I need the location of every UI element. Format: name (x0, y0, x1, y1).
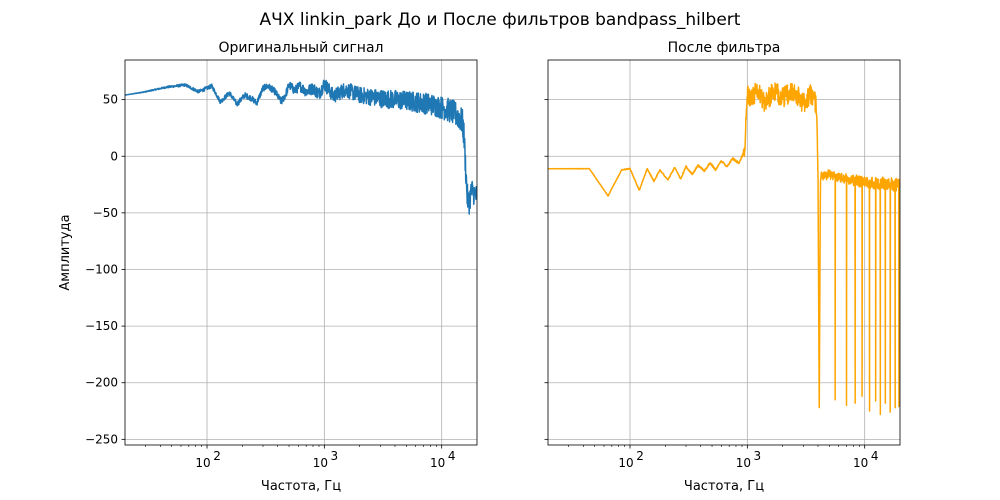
y-tick-label: −50 (93, 206, 118, 220)
x-axis-label: Частота, Гц (261, 479, 341, 494)
y-tick-label: −150 (85, 319, 118, 333)
y-tick-label: 50 (103, 93, 118, 107)
x-tick-label: 10 (313, 456, 328, 470)
x-tick-label-exponent: 3 (331, 449, 339, 463)
y-tick-label: −250 (85, 432, 118, 446)
x-tick-label: 10 (736, 456, 751, 470)
x-axis-label: Частота, Гц (684, 479, 764, 494)
series-line (125, 79, 477, 215)
axes-title: После фильтра (668, 40, 781, 56)
figure-title: АЧХ linkin_park До и После фильтров band… (260, 10, 741, 30)
x-tick-label-exponent: 4 (871, 449, 879, 463)
x-tick-label: 10 (853, 456, 868, 470)
x-tick-label: 10 (430, 456, 445, 470)
x-tick-label: 10 (618, 456, 633, 470)
x-tick-label: 10 (195, 456, 210, 470)
x-tick-label-exponent: 2 (636, 449, 644, 463)
series-line (548, 82, 900, 416)
axes-title: Оригинальный сигнал (219, 40, 384, 56)
y-axis-label: Амплитуда (58, 214, 73, 290)
axes-frame (124, 59, 478, 446)
y-tick-label: 0 (110, 149, 118, 163)
x-tick-label-exponent: 3 (754, 449, 762, 463)
y-tick-label: −100 (85, 262, 118, 276)
x-tick-label-exponent: 2 (213, 449, 221, 463)
y-tick-label: −200 (85, 376, 118, 390)
x-tick-label-exponent: 4 (448, 449, 456, 463)
axes-frame (547, 59, 901, 446)
